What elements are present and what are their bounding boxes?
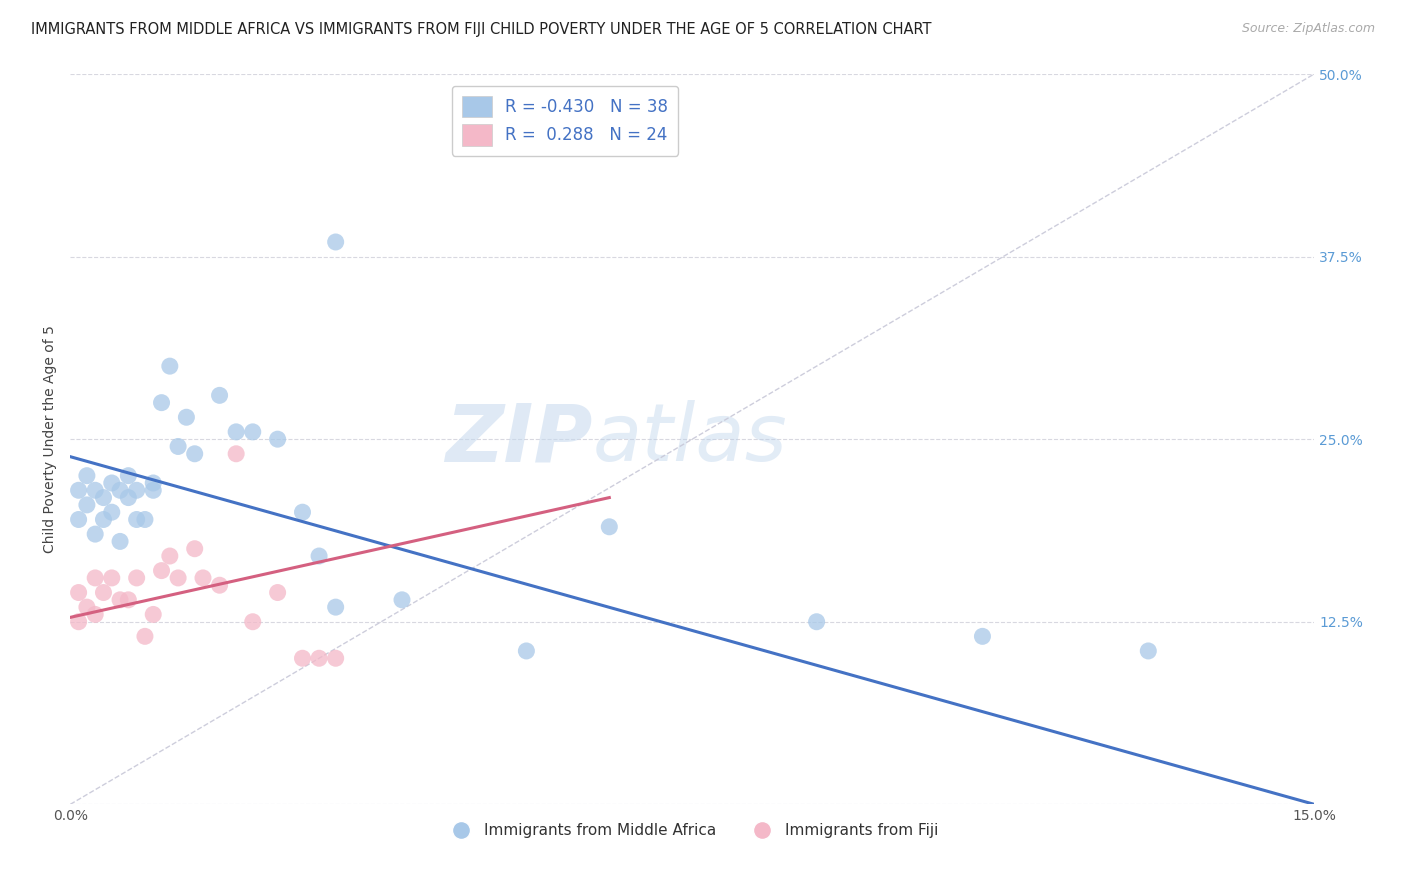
Point [117,592,139,607]
Point [142,475,165,490]
Point [100,571,122,585]
Legend: Immigrants from Middle Africa, Immigrants from Fiji: Immigrants from Middle Africa, Immigrant… [440,817,945,844]
Point [93,491,115,505]
Point [806,615,828,629]
Point [325,600,347,615]
Point [125,512,148,526]
Point [125,571,148,585]
Point [325,235,347,249]
Point [125,483,148,498]
Point [242,425,264,439]
Point [134,629,156,643]
Point [67,512,90,526]
Point [134,512,156,526]
Point [108,534,131,549]
Point [598,520,620,534]
Point [183,541,205,556]
Point [266,432,288,446]
Point [972,629,994,643]
Point [225,447,247,461]
Text: atlas: atlas [593,401,787,478]
Point [100,505,122,519]
Point [76,600,98,615]
Point [76,468,98,483]
Point [167,440,190,454]
Point [242,615,264,629]
Point [84,571,107,585]
Point [308,651,330,665]
Point [325,651,347,665]
Point [191,571,214,585]
Point [142,607,165,622]
Y-axis label: Child Poverty Under the Age of 5: Child Poverty Under the Age of 5 [44,326,58,553]
Point [67,615,90,629]
Point [67,585,90,599]
Point [308,549,330,563]
Point [225,425,247,439]
Point [93,585,115,599]
Point [291,651,314,665]
Point [117,491,139,505]
Point [117,468,139,483]
Point [208,578,231,592]
Point [159,549,181,563]
Point [93,512,115,526]
Point [108,592,131,607]
Point [391,592,413,607]
Point [142,483,165,498]
Point [84,527,107,541]
Point [167,571,190,585]
Point [67,483,90,498]
Point [183,447,205,461]
Point [84,483,107,498]
Point [176,410,198,425]
Point [84,607,107,622]
Point [150,395,173,409]
Text: Source: ZipAtlas.com: Source: ZipAtlas.com [1241,22,1375,36]
Point [100,475,122,490]
Point [1137,644,1160,658]
Point [208,388,231,402]
Text: IMMIGRANTS FROM MIDDLE AFRICA VS IMMIGRANTS FROM FIJI CHILD POVERTY UNDER THE AG: IMMIGRANTS FROM MIDDLE AFRICA VS IMMIGRA… [31,22,931,37]
Point [515,644,537,658]
Point [108,483,131,498]
Point [291,505,314,519]
Point [159,359,181,373]
Point [150,564,173,578]
Point [266,585,288,599]
Text: ZIP: ZIP [446,401,593,478]
Point [76,498,98,512]
